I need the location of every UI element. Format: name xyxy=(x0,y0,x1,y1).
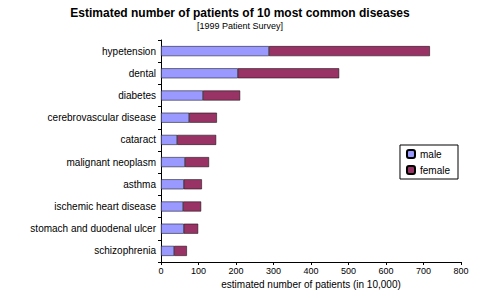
svg-text:asthma: asthma xyxy=(123,179,156,190)
svg-text:cataract: cataract xyxy=(120,134,156,145)
svg-text:hypetension: hypetension xyxy=(102,46,156,57)
svg-text:malignant neoplasm: malignant neoplasm xyxy=(67,157,157,168)
svg-text:female: female xyxy=(420,165,450,176)
svg-text:[1999 Patient Survey]: [1999 Patient Survey] xyxy=(197,21,283,31)
svg-text:male: male xyxy=(420,149,442,160)
svg-text:cerebrovascular disease: cerebrovascular disease xyxy=(48,112,157,123)
svg-text:800: 800 xyxy=(453,266,468,276)
svg-text:700: 700 xyxy=(416,266,431,276)
svg-text:300: 300 xyxy=(266,266,281,276)
svg-text:estimated number of patients (: estimated number of patients (in 10,000) xyxy=(221,279,401,290)
svg-text:600: 600 xyxy=(378,266,393,276)
svg-text:dental: dental xyxy=(129,68,156,79)
svg-text:200: 200 xyxy=(228,266,243,276)
svg-text:schizophrenia: schizophrenia xyxy=(94,245,156,256)
svg-text:diabetes: diabetes xyxy=(118,90,156,101)
svg-text:400: 400 xyxy=(303,266,318,276)
svg-text:ischemic heart disease: ischemic heart disease xyxy=(54,201,156,212)
svg-text:500: 500 xyxy=(341,266,356,276)
svg-text:Estimated number of patients o: Estimated number of patients of 10 most … xyxy=(70,6,410,20)
svg-text:stomach and duodenal ulcer: stomach and duodenal ulcer xyxy=(30,223,156,234)
svg-text:0: 0 xyxy=(158,266,163,276)
svg-text:100: 100 xyxy=(191,266,206,276)
